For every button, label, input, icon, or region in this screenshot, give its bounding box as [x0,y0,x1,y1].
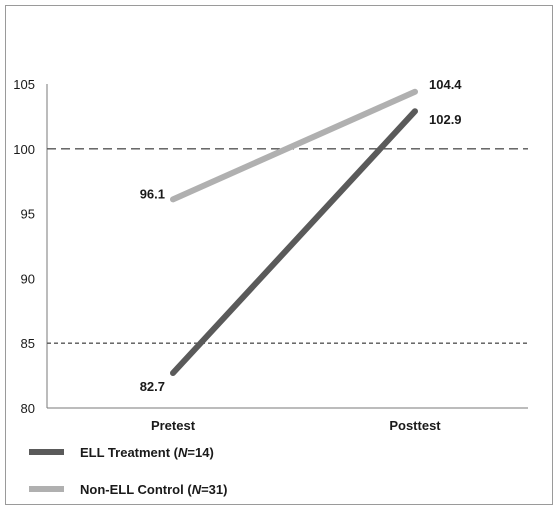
y-tick-label: 100 [13,142,35,157]
axes: 80 85 90 95 100 105 Pretest Posttest [13,77,528,433]
y-tick-label: 80 [21,401,35,416]
y-tick-label: 85 [21,336,35,351]
y-tick-label: 90 [21,271,35,286]
legend-label: Non-ELL Control (N=31) [80,482,227,497]
legend: ELL Treatment (N=14) Non-ELL Control (N=3… [29,445,227,497]
data-label: 104.4 [429,77,462,92]
legend-label: ELL Treatment (N=14) [80,445,214,460]
series-line [170,108,418,377]
x-tick-label: Pretest [151,418,196,433]
y-tick-label: 95 [21,207,35,222]
x-tick-label: Posttest [389,418,441,433]
data-label: 102.9 [429,112,462,127]
series-lines [170,88,418,377]
data-label: 96.1 [140,186,165,201]
data-label: 82.7 [140,379,165,394]
y-tick-label: 105 [13,77,35,92]
series-line [170,88,418,203]
data-labels: 82.7 102.9 96.1 104.4 [140,77,463,394]
